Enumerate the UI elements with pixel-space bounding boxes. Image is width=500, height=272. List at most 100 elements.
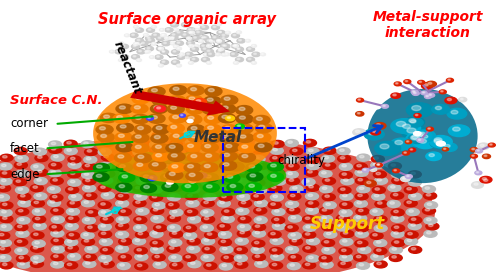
Circle shape (256, 140, 268, 147)
Circle shape (186, 255, 190, 258)
Circle shape (451, 110, 458, 114)
Circle shape (370, 208, 383, 215)
Circle shape (113, 114, 130, 123)
Circle shape (319, 170, 332, 177)
Circle shape (172, 60, 179, 64)
Circle shape (402, 124, 410, 128)
Circle shape (50, 224, 62, 231)
Circle shape (286, 178, 300, 185)
Circle shape (15, 248, 28, 255)
Circle shape (150, 186, 162, 193)
Circle shape (216, 23, 222, 26)
Circle shape (432, 104, 450, 114)
Circle shape (172, 263, 177, 266)
Circle shape (196, 29, 198, 30)
Circle shape (170, 178, 183, 186)
Circle shape (204, 165, 210, 168)
Circle shape (370, 168, 376, 171)
Circle shape (394, 172, 398, 174)
Circle shape (210, 39, 214, 42)
Circle shape (254, 248, 258, 250)
Circle shape (0, 202, 13, 209)
Circle shape (272, 208, 285, 215)
Circle shape (122, 172, 127, 174)
Circle shape (168, 96, 186, 105)
Circle shape (268, 173, 283, 181)
Circle shape (392, 169, 400, 173)
Circle shape (410, 120, 416, 123)
Circle shape (118, 133, 131, 140)
Circle shape (404, 80, 411, 84)
Circle shape (481, 178, 494, 184)
Circle shape (182, 183, 198, 192)
Circle shape (186, 178, 198, 185)
Circle shape (412, 91, 415, 92)
Circle shape (146, 28, 154, 32)
Circle shape (18, 240, 22, 243)
Circle shape (186, 53, 190, 55)
Circle shape (135, 263, 148, 270)
Circle shape (372, 168, 374, 170)
Circle shape (416, 133, 423, 136)
Circle shape (440, 90, 446, 94)
Circle shape (286, 140, 298, 147)
Circle shape (156, 107, 160, 109)
Circle shape (68, 246, 72, 249)
Circle shape (194, 37, 196, 38)
Circle shape (51, 230, 64, 237)
Circle shape (200, 36, 208, 40)
Ellipse shape (93, 83, 277, 183)
Circle shape (136, 187, 140, 189)
Bar (222, 128, 305, 192)
Circle shape (222, 195, 226, 198)
Circle shape (404, 238, 417, 245)
Circle shape (100, 238, 112, 245)
Circle shape (68, 161, 81, 168)
Circle shape (204, 53, 208, 56)
Circle shape (133, 149, 146, 156)
Circle shape (144, 34, 146, 35)
Circle shape (324, 225, 329, 228)
Circle shape (302, 231, 316, 239)
Circle shape (236, 106, 252, 115)
Circle shape (204, 183, 220, 192)
Circle shape (222, 34, 225, 36)
Circle shape (166, 171, 183, 180)
Circle shape (390, 246, 402, 254)
Circle shape (240, 171, 244, 174)
Circle shape (169, 114, 186, 123)
Circle shape (246, 57, 254, 62)
Circle shape (426, 218, 431, 221)
Circle shape (309, 158, 314, 160)
Circle shape (446, 78, 454, 82)
Circle shape (188, 120, 190, 121)
Circle shape (174, 29, 176, 30)
Circle shape (186, 138, 198, 146)
Circle shape (166, 37, 168, 38)
Circle shape (34, 201, 38, 204)
Circle shape (188, 148, 193, 150)
Circle shape (202, 47, 209, 51)
Circle shape (220, 33, 228, 38)
Circle shape (427, 203, 432, 205)
Circle shape (177, 55, 185, 59)
Circle shape (290, 208, 294, 211)
Circle shape (38, 156, 42, 158)
Circle shape (406, 141, 409, 142)
Circle shape (222, 36, 226, 39)
Circle shape (206, 132, 211, 135)
Circle shape (156, 173, 160, 175)
Circle shape (251, 246, 264, 254)
Circle shape (86, 262, 90, 264)
Circle shape (182, 172, 198, 181)
Circle shape (339, 209, 352, 217)
Circle shape (357, 202, 362, 204)
Circle shape (370, 232, 383, 239)
Circle shape (408, 171, 422, 178)
Circle shape (252, 254, 266, 261)
Circle shape (152, 157, 156, 160)
Circle shape (50, 187, 54, 190)
Circle shape (201, 254, 214, 261)
Circle shape (388, 200, 400, 208)
Circle shape (340, 230, 353, 237)
